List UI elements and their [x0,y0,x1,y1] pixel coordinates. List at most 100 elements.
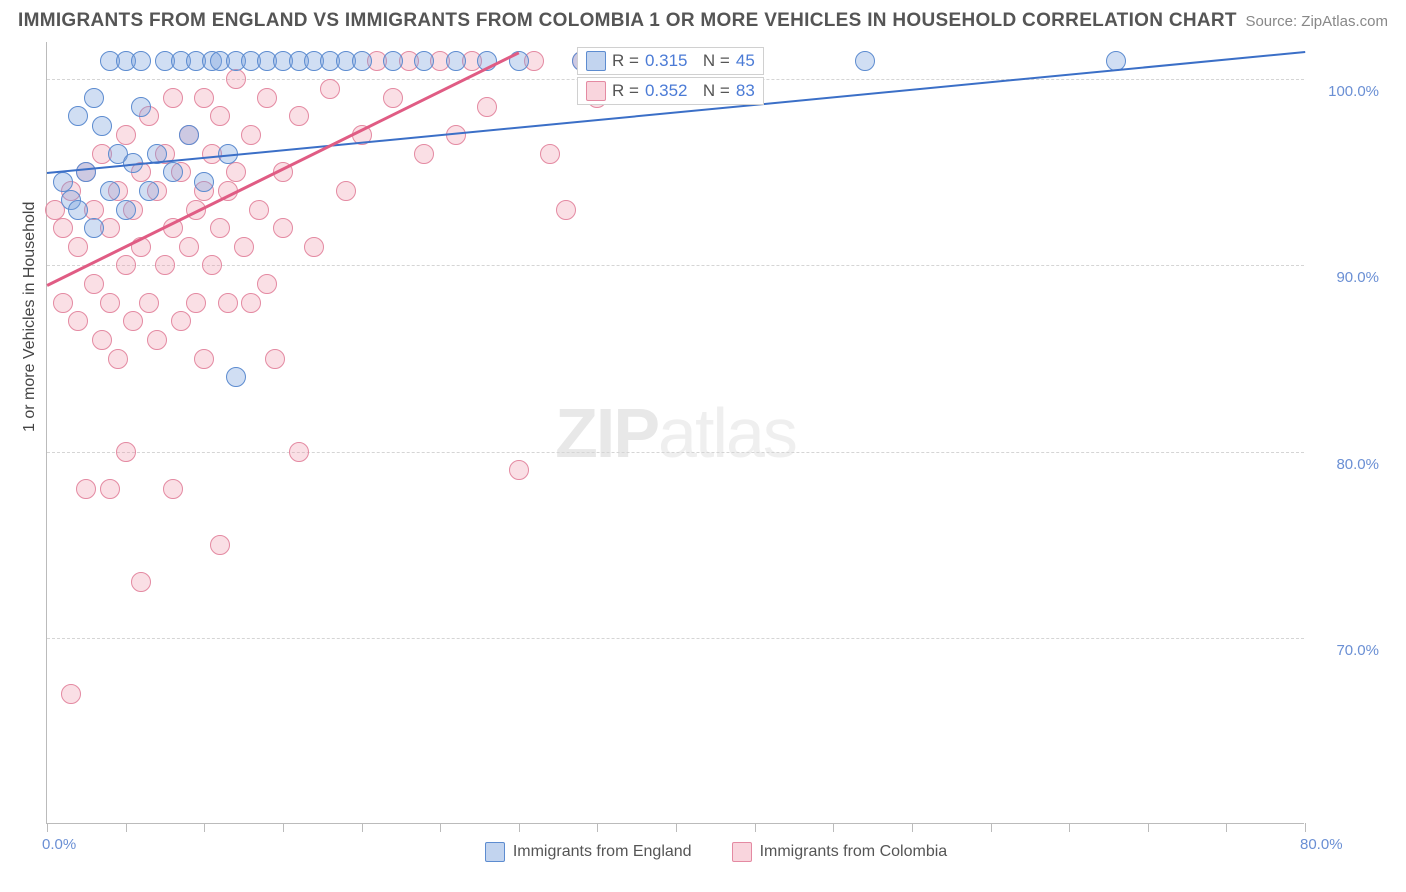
data-point [61,684,81,704]
data-point [116,125,136,145]
data-point [414,144,434,164]
stat-box: R = 0.352 N = 83 [577,77,764,105]
x-tick [676,823,677,832]
stat-r-value: 0.352 [645,81,688,101]
data-point [131,51,151,71]
data-point [116,255,136,275]
gridline [47,638,1304,639]
data-point [116,200,136,220]
y-tick-label: 100.0% [1328,83,1379,100]
legend-swatch-icon [732,842,752,862]
data-point [234,237,254,257]
data-point [257,88,277,108]
data-point [131,97,151,117]
x-tick [755,823,756,832]
x-tick [126,823,127,832]
data-point [273,218,293,238]
data-point [257,274,277,294]
data-point [414,51,434,71]
data-point [53,218,73,238]
data-point [68,311,88,331]
data-point [116,442,136,462]
data-point [556,200,576,220]
y-tick-label: 70.0% [1336,642,1379,659]
data-point [304,237,324,257]
watermark: ZIPatlas [555,393,796,473]
stat-n-label: N = [693,81,729,101]
data-point [241,125,261,145]
data-point [92,330,112,350]
data-point [855,51,875,71]
data-point [446,51,466,71]
plot-area: ZIPatlas 70.0%80.0%90.0%100.0%0.0%80.0%R… [46,42,1304,824]
data-point [179,125,199,145]
data-point [202,255,222,275]
legend: Immigrants from England Immigrants from … [46,842,1386,862]
data-point [155,255,175,275]
chart-container: 1 or more Vehicles in Household ZIPatlas… [46,42,1386,824]
data-point [383,88,403,108]
data-point [84,218,104,238]
data-point [92,116,112,136]
data-point [226,367,246,387]
data-point [163,162,183,182]
data-point [265,349,285,369]
data-point [241,293,261,313]
data-point [352,51,372,71]
y-tick-label: 90.0% [1336,269,1379,286]
x-tick [204,823,205,832]
stat-n-value: 83 [736,81,755,101]
chart-title: IMMIGRANTS FROM ENGLAND VS IMMIGRANTS FR… [18,10,1237,32]
data-point [194,349,214,369]
legend-label: Immigrants from England [513,843,692,861]
legend-swatch-icon [485,842,505,862]
data-point [509,460,529,480]
gridline [47,265,1304,266]
data-point [131,572,151,592]
stat-n-value: 45 [736,51,755,71]
x-tick [991,823,992,832]
data-point [68,106,88,126]
x-tick [283,823,284,832]
x-tick [47,823,48,832]
data-point [147,330,167,350]
data-point [186,293,206,313]
x-tick [1069,823,1070,832]
data-point [163,88,183,108]
data-point [100,293,120,313]
data-point [249,200,269,220]
data-point [68,200,88,220]
x-tick [1148,823,1149,832]
data-point [76,162,96,182]
stat-box: R =0.315 N =45 [577,47,764,75]
stat-swatch-icon [586,81,606,101]
x-tick [1305,823,1306,832]
source-attribution: Source: ZipAtlas.com [1245,13,1388,30]
data-point [289,106,309,126]
gridline [47,452,1304,453]
data-point [100,479,120,499]
data-point [210,218,230,238]
trend-line [46,51,519,286]
x-tick [597,823,598,832]
x-tick [519,823,520,832]
x-tick [440,823,441,832]
data-point [84,88,104,108]
y-tick-label: 80.0% [1336,456,1379,473]
x-tick [833,823,834,832]
stat-swatch-icon [586,51,606,71]
data-point [194,88,214,108]
data-point [139,181,159,201]
data-point [100,181,120,201]
data-point [108,349,128,369]
data-point [218,293,238,313]
data-point [383,51,403,71]
stat-r-label: R = [612,51,639,71]
data-point [289,442,309,462]
stat-r-label: R = [612,81,639,101]
legend-item-england: Immigrants from England [485,842,692,862]
stat-n-label: N = [693,51,729,71]
data-point [163,479,183,499]
data-point [84,274,104,294]
data-point [68,237,88,257]
